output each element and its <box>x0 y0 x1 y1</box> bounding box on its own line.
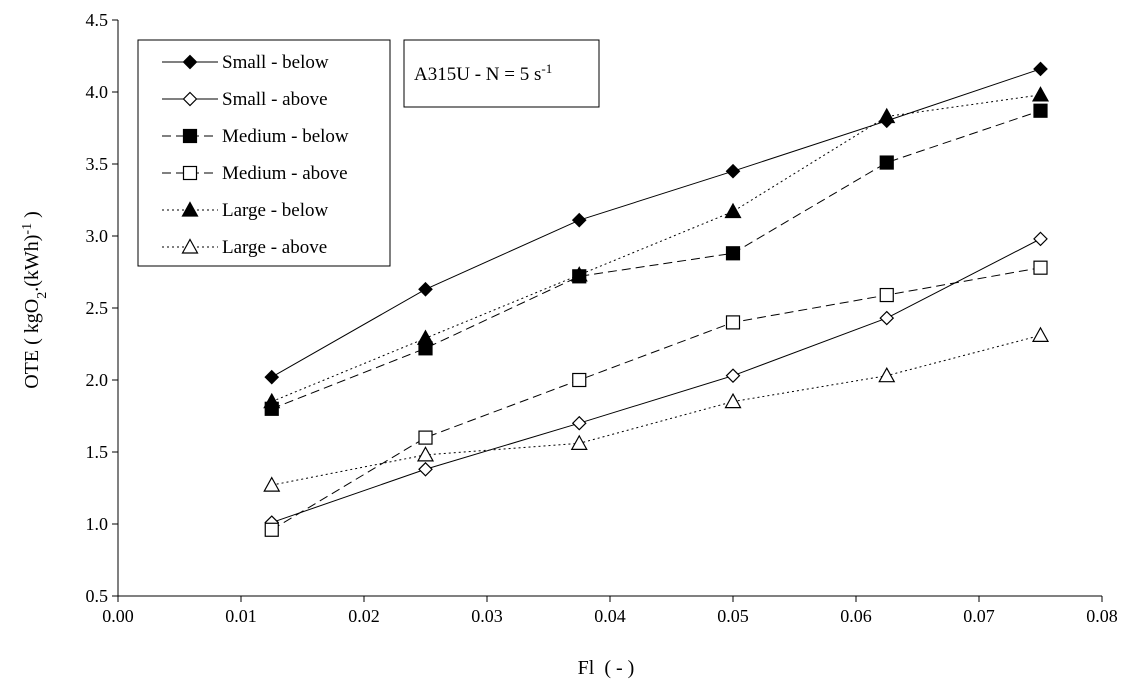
series-small-below <box>264 61 1048 385</box>
data-point <box>1033 231 1048 247</box>
legend: Small - below Small - above Medium - below… <box>137 39 391 267</box>
legend-item: Medium - above <box>162 163 348 184</box>
legend-label: Large - below <box>222 200 328 221</box>
series-small-above <box>264 231 1048 530</box>
data-point <box>725 163 741 179</box>
x-axis-title: Fl ( - ) <box>578 657 635 679</box>
series-layer <box>263 61 1050 537</box>
data-point <box>572 372 587 388</box>
legend-item: Small - above <box>162 89 328 110</box>
data-point <box>725 368 741 384</box>
legend-label: Large - above <box>222 237 327 258</box>
series-medium-above <box>264 260 1048 537</box>
data-point <box>878 107 896 124</box>
series-line <box>271 334 1041 486</box>
data-point <box>1033 103 1048 118</box>
data-point <box>725 246 741 261</box>
y-tick-label: 4.5 <box>86 10 109 30</box>
legend-label: Medium - below <box>222 126 349 147</box>
data-point <box>264 369 280 385</box>
data-point <box>570 266 588 282</box>
data-point <box>724 392 742 409</box>
legend-item: Medium - below <box>162 126 349 147</box>
data-point <box>263 476 281 492</box>
legend-marker <box>182 128 198 144</box>
x-tick-label: 0.02 <box>348 606 380 626</box>
annotation-box <box>403 39 600 108</box>
legend-marker <box>182 91 198 107</box>
data-point <box>416 329 435 345</box>
x-tick-label: 0.06 <box>840 606 872 626</box>
y-tick-label: 2.0 <box>86 370 109 390</box>
series-large-below <box>263 86 1050 409</box>
x-tick-label: 0.04 <box>594 606 626 626</box>
data-point <box>1033 61 1048 77</box>
legend-item: Small - below <box>162 52 329 73</box>
data-point <box>1033 260 1048 275</box>
legend-box <box>137 39 391 267</box>
annotation: A315U - N = 5 s-1 <box>403 39 600 108</box>
data-point <box>418 281 433 297</box>
y-tick-label: 3.0 <box>86 226 109 246</box>
legend-marker <box>181 238 199 254</box>
data-point <box>263 392 281 409</box>
data-point <box>418 461 433 477</box>
data-point <box>571 415 587 431</box>
legend-item: Large - below <box>162 200 328 221</box>
series-line <box>271 94 1041 403</box>
legend-label: Small - above <box>222 89 328 110</box>
data-point <box>570 434 588 450</box>
y-tick-label: 1.0 <box>86 514 109 534</box>
data-point <box>418 430 433 445</box>
x-tick-label: 0.07 <box>963 606 995 626</box>
legend-label: Medium - above <box>222 163 348 184</box>
y-tick-label: 2.5 <box>86 298 109 318</box>
data-point <box>264 522 279 537</box>
series-large-above <box>263 326 1050 492</box>
data-point <box>416 446 435 462</box>
x-tick-label: 0.05 <box>717 606 749 626</box>
data-point <box>879 310 895 326</box>
legend-label: Small - below <box>222 52 329 73</box>
y-tick-label: 3.5 <box>86 154 109 174</box>
data-point <box>1031 326 1050 342</box>
data-point <box>878 366 896 383</box>
y-tick-label: 0.5 <box>86 586 109 606</box>
annotation-text: A315U - N = 5 s-1 <box>414 61 552 86</box>
data-point <box>879 287 894 303</box>
data-point <box>724 202 742 219</box>
data-point <box>1031 86 1050 102</box>
series-line <box>271 238 1041 524</box>
legend-item: Large - above <box>162 237 327 258</box>
axes: 0.5 1.0 1.5 2.0 2.5 3.0 3.5 4.0 4.5 0.00 0.01 0.02 0… <box>86 10 1118 626</box>
x-tick-label: 0.01 <box>225 606 257 626</box>
series-line <box>271 110 1041 410</box>
data-point <box>571 212 587 228</box>
series-line <box>271 267 1041 531</box>
legend-marker <box>182 165 198 181</box>
x-tick-label: 0.00 <box>102 606 134 626</box>
x-tick-label: 0.03 <box>471 606 503 626</box>
legend-marker <box>181 201 199 217</box>
y-tick-label: 1.5 <box>86 442 109 462</box>
data-point <box>725 315 741 330</box>
legend-marker <box>182 54 198 70</box>
y-tick-label: 4.0 <box>86 82 109 102</box>
data-point <box>879 155 894 170</box>
y-axis-title: OTE ( kgO2.(kWh)-1 ) <box>20 211 50 389</box>
series-line <box>271 68 1041 378</box>
x-tick-label: 0.08 <box>1086 606 1118 626</box>
